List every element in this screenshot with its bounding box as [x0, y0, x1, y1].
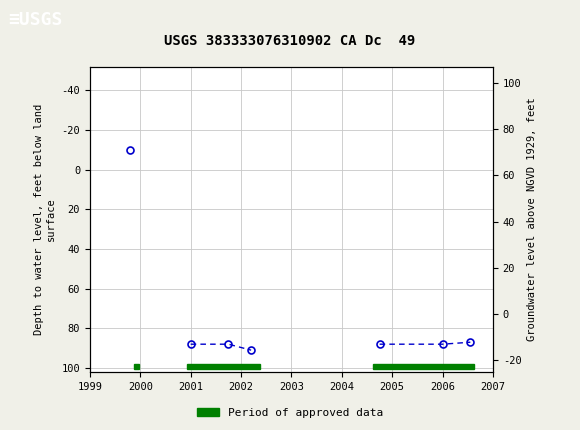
Legend: Period of approved data: Period of approved data: [193, 403, 387, 422]
Y-axis label: Groundwater level above NGVD 1929, feet: Groundwater level above NGVD 1929, feet: [527, 98, 537, 341]
Text: ≡USGS: ≡USGS: [9, 12, 63, 29]
Bar: [134, 364, 139, 369]
Text: USGS 383333076310902 CA Dc  49: USGS 383333076310902 CA Dc 49: [164, 34, 416, 48]
Bar: [187, 364, 260, 369]
Bar: [373, 364, 474, 369]
Y-axis label: Depth to water level, feet below land
surface: Depth to water level, feet below land su…: [34, 104, 56, 335]
